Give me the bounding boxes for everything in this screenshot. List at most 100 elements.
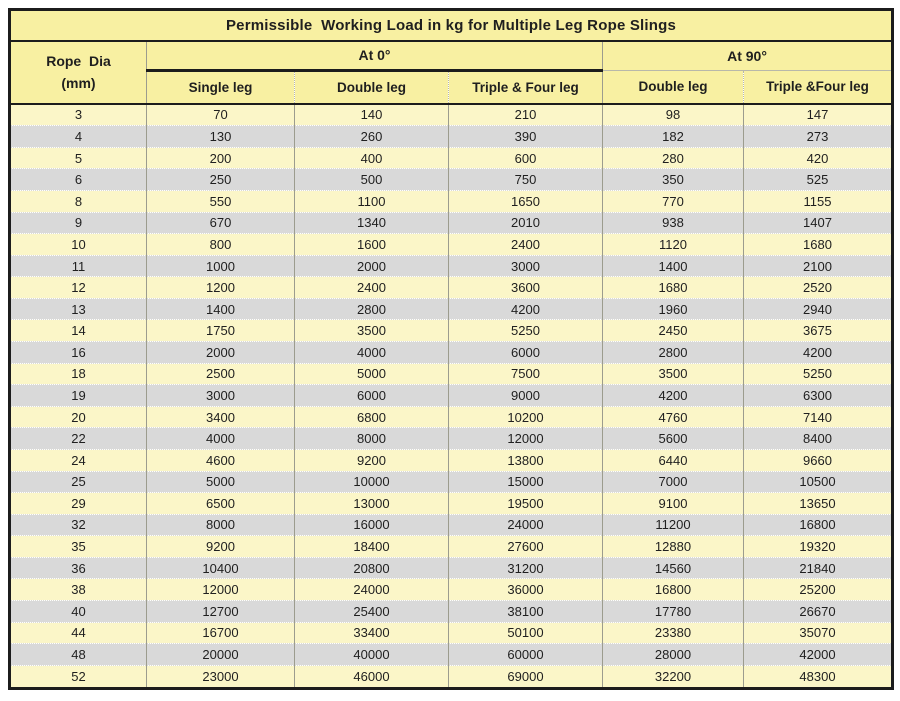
load-cell-at90-triple-four-leg: 25200 (743, 578, 893, 601)
table-row: 4 130 260 390 182 273 (9, 125, 893, 148)
load-cell-at90-double-leg: 938 (602, 211, 744, 234)
load-cell-at90-triple-four-leg: 6300 (743, 384, 893, 407)
rope-dia-cell: 6 (9, 168, 147, 191)
load-cell-at0-double-leg: 1100 (294, 190, 449, 213)
table-row: 24 4600 9200 13800 6440 9660 (9, 448, 893, 472)
load-cell-at0-triple-four-leg: 31200 (448, 556, 603, 579)
load-cell-at90-double-leg: 3500 (602, 362, 744, 385)
load-cell-at0-single-leg: 4000 (146, 427, 295, 450)
column-group-at-0-deg: At 0° (146, 40, 603, 72)
rope-dia-cell: 13 (9, 297, 147, 320)
table-row: 18 2500 5000 7500 3500 5250 (9, 362, 893, 385)
table-row: 19 3000 6000 9000 4200 6300 (9, 384, 893, 407)
load-cell-at0-double-leg: 40000 (294, 643, 449, 666)
load-cell-at90-double-leg: 5600 (602, 427, 744, 450)
load-cell-at90-triple-four-leg: 2520 (743, 276, 893, 299)
rope-dia-cell: 11 (9, 254, 147, 277)
load-cell-at0-double-leg: 6000 (294, 384, 449, 407)
load-cell-at0-double-leg: 5000 (294, 362, 449, 385)
load-cell-at90-double-leg: 350 (602, 168, 744, 191)
load-cell-at90-double-leg: 9100 (602, 492, 744, 515)
load-cell-at0-double-leg: 2800 (294, 297, 449, 320)
load-cell-at0-triple-four-leg: 50100 (448, 621, 603, 644)
table-row: 35 9200 18400 27600 12880 19320 (9, 535, 893, 558)
load-cell-at90-double-leg: 770 (602, 190, 744, 213)
load-cell-at90-triple-four-leg: 1155 (743, 190, 893, 213)
load-cell-at0-single-leg: 550 (146, 190, 295, 213)
load-cell-at0-triple-four-leg: 6000 (448, 341, 603, 364)
load-cell-at0-single-leg: 12700 (146, 599, 295, 623)
load-cell-at0-double-leg: 13000 (294, 492, 449, 515)
load-cell-at90-triple-four-leg: 10500 (743, 470, 893, 493)
load-cell-at0-single-leg: 3400 (146, 405, 295, 428)
load-cell-at90-triple-four-leg: 35070 (743, 621, 893, 644)
load-cell-at90-double-leg: 2800 (602, 341, 744, 364)
load-cell-at90-triple-four-leg: 2940 (743, 297, 893, 320)
load-cell-at90-double-leg: 4200 (602, 384, 744, 407)
load-cell-at90-triple-four-leg: 5250 (743, 362, 893, 385)
load-cell-at0-triple-four-leg: 9000 (448, 384, 603, 407)
load-cell-at0-double-leg: 2000 (294, 254, 449, 277)
load-cell-at0-double-leg: 140 (294, 103, 449, 126)
load-cell-at0-double-leg: 2400 (294, 276, 449, 299)
table-row: 16 2000 4000 6000 2800 4200 (9, 341, 893, 364)
load-cell-at90-double-leg: 28000 (602, 643, 744, 666)
load-cell-at0-double-leg: 500 (294, 168, 449, 191)
rope-dia-cell: 24 (9, 448, 147, 472)
rope-dia-cell: 25 (9, 470, 147, 493)
load-cell-at90-double-leg: 32200 (602, 664, 744, 689)
load-cell-at0-single-leg: 5000 (146, 470, 295, 493)
column-header-at0-triple-four-leg: Triple & Four leg (448, 70, 603, 105)
load-cell-at0-triple-four-leg: 69000 (448, 664, 603, 689)
load-cell-at90-triple-four-leg: 13650 (743, 492, 893, 515)
load-cell-at90-triple-four-leg: 21840 (743, 556, 893, 579)
load-cell-at0-double-leg: 260 (294, 125, 449, 148)
load-cell-at90-double-leg: 280 (602, 146, 744, 169)
table-row: 9 670 1340 2010 938 1407 (9, 211, 893, 234)
table-row: 3 70 140 210 98 147 (9, 103, 893, 126)
load-cell-at90-double-leg: 98 (602, 103, 744, 126)
load-cell-at90-double-leg: 14560 (602, 556, 744, 579)
load-cell-at0-double-leg: 33400 (294, 621, 449, 644)
load-cell-at90-triple-four-leg: 48300 (743, 664, 893, 689)
table-row: 10 800 1600 2400 1120 1680 (9, 233, 893, 256)
table-row: 13 1400 2800 4200 1960 2940 (9, 297, 893, 320)
load-cell-at0-single-leg: 1400 (146, 297, 295, 320)
load-cell-at0-triple-four-leg: 10200 (448, 405, 603, 428)
load-cell-at0-single-leg: 20000 (146, 643, 295, 666)
load-cell-at0-single-leg: 250 (146, 168, 295, 191)
table-body: 3 70 140 210 98 147 4 130 260 390 182 27… (9, 103, 893, 689)
rope-dia-cell: 35 (9, 535, 147, 558)
load-cell-at0-double-leg: 400 (294, 146, 449, 169)
load-cell-at90-double-leg: 17780 (602, 599, 744, 623)
load-cell-at90-double-leg: 2450 (602, 319, 744, 342)
load-cell-at0-double-leg: 8000 (294, 427, 449, 450)
load-cell-at0-triple-four-leg: 19500 (448, 492, 603, 515)
rope-dia-cell: 8 (9, 190, 147, 213)
load-cell-at0-triple-four-leg: 4200 (448, 297, 603, 320)
load-cell-at90-double-leg: 12880 (602, 535, 744, 558)
table-row: 36 10400 20800 31200 14560 21840 (9, 556, 893, 579)
rope-dia-cell: 44 (9, 621, 147, 644)
load-cell-at90-triple-four-leg: 42000 (743, 643, 893, 666)
load-cell-at0-single-leg: 670 (146, 211, 295, 234)
load-cell-at0-double-leg: 6800 (294, 405, 449, 428)
rope-dia-cell: 18 (9, 362, 147, 385)
load-cell-at0-double-leg: 20800 (294, 556, 449, 579)
load-cell-at0-single-leg: 1200 (146, 276, 295, 299)
column-header-at90-triple-four-leg: Triple &Four leg (743, 70, 893, 105)
load-cell-at90-triple-four-leg: 4200 (743, 341, 893, 364)
table-title: Permissible Working Load in kg for Multi… (9, 9, 893, 42)
table-row: 40 12700 25400 38100 17780 26670 (9, 599, 893, 623)
load-cell-at0-double-leg: 24000 (294, 578, 449, 601)
load-cell-at0-triple-four-leg: 390 (448, 125, 603, 148)
load-cell-at0-single-leg: 2000 (146, 341, 295, 364)
load-cell-at90-triple-four-leg: 420 (743, 146, 893, 169)
table-row: 8 550 1100 1650 770 1155 (9, 190, 893, 213)
rope-dia-cell: 10 (9, 233, 147, 256)
load-cell-at0-single-leg: 70 (146, 103, 295, 126)
load-cell-at0-triple-four-leg: 27600 (448, 535, 603, 558)
table-row: 14 1750 3500 5250 2450 3675 (9, 319, 893, 342)
column-group-at-90-deg: At 90° (602, 40, 893, 71)
